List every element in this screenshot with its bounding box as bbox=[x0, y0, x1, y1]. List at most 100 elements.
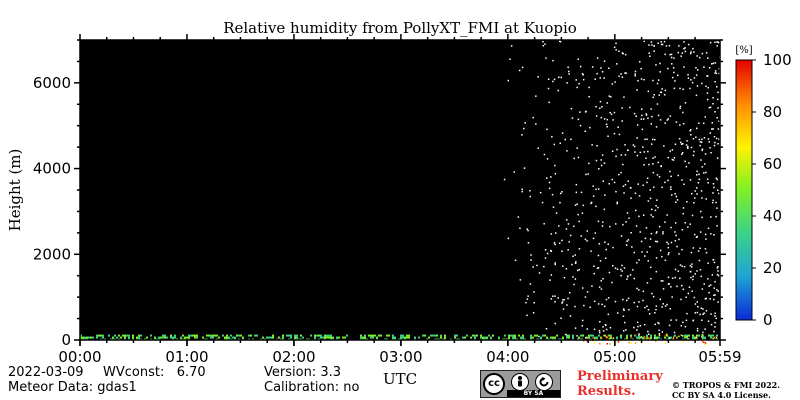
noise-pixel bbox=[696, 55, 698, 57]
noise-pixel bbox=[521, 134, 523, 136]
noise-pixel bbox=[715, 72, 717, 75]
rh-cell bbox=[440, 336, 442, 339]
noise-pixel bbox=[548, 187, 551, 190]
noise-pixel bbox=[697, 69, 699, 71]
noise-pixel bbox=[696, 85, 699, 87]
noise-pixel bbox=[661, 255, 663, 258]
rh-cell bbox=[646, 334, 648, 337]
rh-cell bbox=[338, 336, 340, 339]
noise-pixel bbox=[593, 328, 596, 331]
noise-pixel bbox=[669, 308, 671, 310]
noise-pixel bbox=[694, 190, 696, 192]
noise-pixel bbox=[651, 292, 653, 295]
noise-pixel bbox=[680, 298, 682, 301]
noise-pixel bbox=[658, 329, 660, 332]
rh-cell bbox=[162, 334, 164, 337]
rh-cell bbox=[424, 334, 426, 337]
noise-pixel bbox=[698, 178, 701, 181]
rh-cell bbox=[440, 334, 442, 337]
noise-pixel bbox=[689, 264, 692, 267]
noise-pixel bbox=[569, 234, 572, 237]
noise-pixel bbox=[533, 291, 535, 293]
noise-pixel bbox=[550, 176, 552, 178]
noise-pixel bbox=[612, 119, 614, 121]
noise-pixel bbox=[608, 271, 611, 274]
noise-pixel bbox=[670, 241, 673, 244]
noise-pixel bbox=[618, 173, 620, 176]
noise-pixel bbox=[624, 154, 627, 156]
rh-cell bbox=[628, 341, 630, 344]
noise-pixel bbox=[651, 143, 653, 145]
noise-pixel bbox=[634, 73, 636, 75]
rh-cell bbox=[386, 334, 388, 337]
noise-pixel bbox=[641, 108, 643, 110]
noise-pixel bbox=[643, 118, 645, 120]
rh-cell bbox=[701, 340, 703, 343]
rh-cell bbox=[342, 336, 344, 339]
noise-pixel bbox=[582, 74, 584, 76]
noise-pixel bbox=[541, 201, 544, 204]
noise-pixel bbox=[684, 102, 687, 104]
noise-pixel bbox=[640, 118, 643, 120]
noise-pixel bbox=[599, 260, 602, 262]
noise-pixel bbox=[689, 270, 692, 273]
noise-pixel bbox=[651, 208, 653, 211]
noise-pixel bbox=[714, 72, 716, 74]
noise-pixel bbox=[714, 326, 716, 328]
rh-cell bbox=[665, 333, 668, 336]
noise-pixel bbox=[701, 52, 704, 55]
noise-pixel bbox=[673, 57, 675, 59]
noise-pixel bbox=[584, 238, 587, 241]
noise-pixel bbox=[714, 294, 716, 296]
noise-pixel bbox=[603, 162, 606, 164]
noise-pixel bbox=[529, 283, 532, 285]
x-tick-label: 04:00 bbox=[486, 348, 529, 366]
noise-pixel bbox=[554, 243, 556, 246]
rh-cell bbox=[332, 336, 334, 339]
rh-cell bbox=[388, 334, 390, 337]
noise-pixel bbox=[641, 114, 643, 117]
noise-pixel bbox=[617, 312, 619, 314]
noise-pixel bbox=[598, 329, 601, 332]
noise-pixel bbox=[677, 51, 679, 54]
noise-pixel bbox=[692, 247, 695, 249]
noise-pixel bbox=[683, 47, 685, 50]
noise-pixel bbox=[670, 186, 672, 188]
noise-pixel bbox=[717, 143, 719, 145]
noise-pixel bbox=[599, 77, 601, 79]
rh-cell bbox=[294, 336, 296, 339]
noise-pixel bbox=[646, 282, 649, 284]
noise-pixel bbox=[633, 277, 635, 280]
noise-pixel bbox=[584, 130, 586, 132]
noise-pixel bbox=[559, 40, 561, 42]
noise-pixel bbox=[643, 78, 645, 81]
noise-pixel bbox=[682, 288, 685, 291]
noise-pixel bbox=[653, 186, 655, 188]
noise-pixel bbox=[716, 41, 718, 43]
noise-pixel bbox=[622, 315, 625, 317]
noise-pixel bbox=[626, 299, 628, 302]
noise-pixel bbox=[670, 188, 672, 191]
noise-pixel bbox=[699, 247, 701, 249]
rh-cell bbox=[444, 334, 446, 337]
noise-pixel bbox=[664, 221, 666, 223]
noise-pixel bbox=[696, 270, 698, 272]
rh-cell bbox=[136, 336, 138, 339]
noise-pixel bbox=[683, 183, 685, 185]
rh-cell bbox=[240, 334, 242, 337]
noise-pixel bbox=[669, 115, 672, 117]
noise-pixel bbox=[527, 242, 530, 244]
noise-pixel bbox=[648, 163, 650, 166]
noise-pixel bbox=[607, 135, 609, 137]
rh-cell bbox=[488, 334, 490, 337]
noise-pixel bbox=[671, 277, 674, 279]
noise-pixel bbox=[594, 232, 597, 234]
noise-pixel bbox=[669, 150, 671, 152]
noise-pixel bbox=[663, 40, 666, 43]
noise-pixel bbox=[683, 66, 685, 68]
noise-pixel bbox=[620, 274, 622, 277]
noise-pixel bbox=[698, 173, 700, 176]
rh-cell bbox=[600, 337, 603, 339]
rh-cell bbox=[550, 336, 552, 339]
rh-cell bbox=[609, 337, 611, 340]
